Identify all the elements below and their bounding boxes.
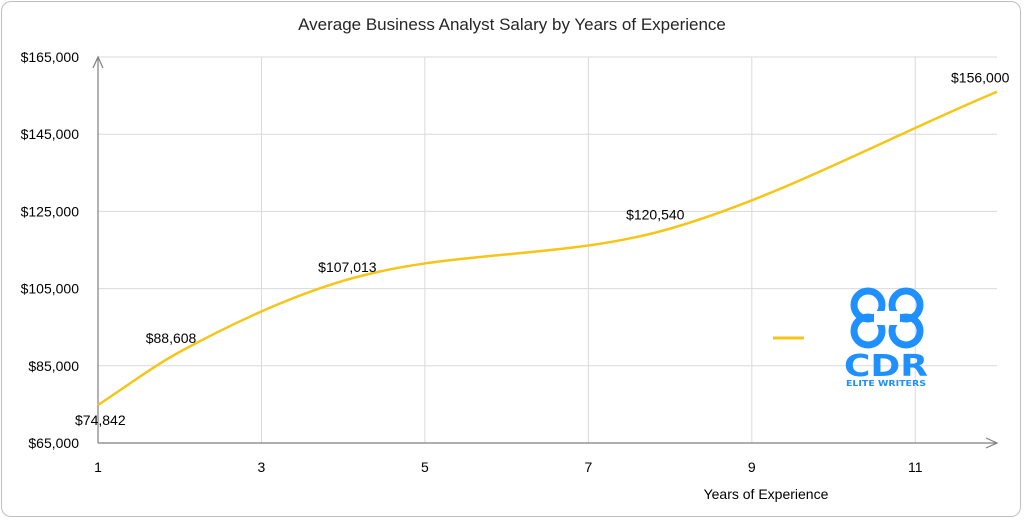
- axes: [92, 55, 999, 449]
- y-tick-label: $165,000: [21, 49, 80, 65]
- x-tick-label: 9: [748, 459, 756, 475]
- y-tick-label: $65,000: [28, 435, 79, 451]
- y-tick-label: $145,000: [21, 126, 80, 142]
- x-tick-label: 1: [94, 459, 102, 475]
- y-axis-arrow-icon: [92, 55, 104, 69]
- series-layer: [97, 90, 998, 407]
- cdr-logo-subtext: ELITE WRITERS: [846, 379, 926, 388]
- x-axis-arrow-icon: [985, 437, 999, 449]
- y-tick-label: $105,000: [21, 281, 80, 297]
- x-tick-label: 5: [421, 459, 429, 475]
- y-tick-label: $125,000: [21, 203, 80, 219]
- x-tick-label: 3: [258, 459, 266, 475]
- cdr-logo-center: [874, 311, 900, 325]
- y-tick-label: $85,000: [28, 358, 79, 374]
- data-label: $156,000: [951, 70, 1010, 86]
- x-axis-label: Years of Experience: [704, 486, 829, 502]
- data-label: $74,842: [75, 412, 126, 428]
- cdr-logo-text: CDR: [844, 349, 928, 384]
- chart-title: Average Business Analyst Salary by Years…: [298, 15, 726, 34]
- data-label: $120,540: [626, 207, 685, 223]
- x-tick-label: 11: [908, 459, 923, 475]
- grid: [98, 56, 997, 443]
- cdr-logo-mark-icon: [850, 287, 924, 349]
- x-tick-label: 7: [584, 459, 592, 475]
- tick-labels: $65,000 $85,000 $105,000 $125,000 $145,000 $1…: [21, 49, 923, 475]
- cdr-logo: CDR ELITE WRITERS: [844, 287, 928, 388]
- data-label: $107,013: [318, 259, 377, 275]
- data-label: $88,608: [146, 330, 197, 346]
- salary-series-line: [97, 90, 998, 407]
- data-labels: $74,842 $88,608 $107,013 $120,540 $156,000: [75, 70, 1010, 428]
